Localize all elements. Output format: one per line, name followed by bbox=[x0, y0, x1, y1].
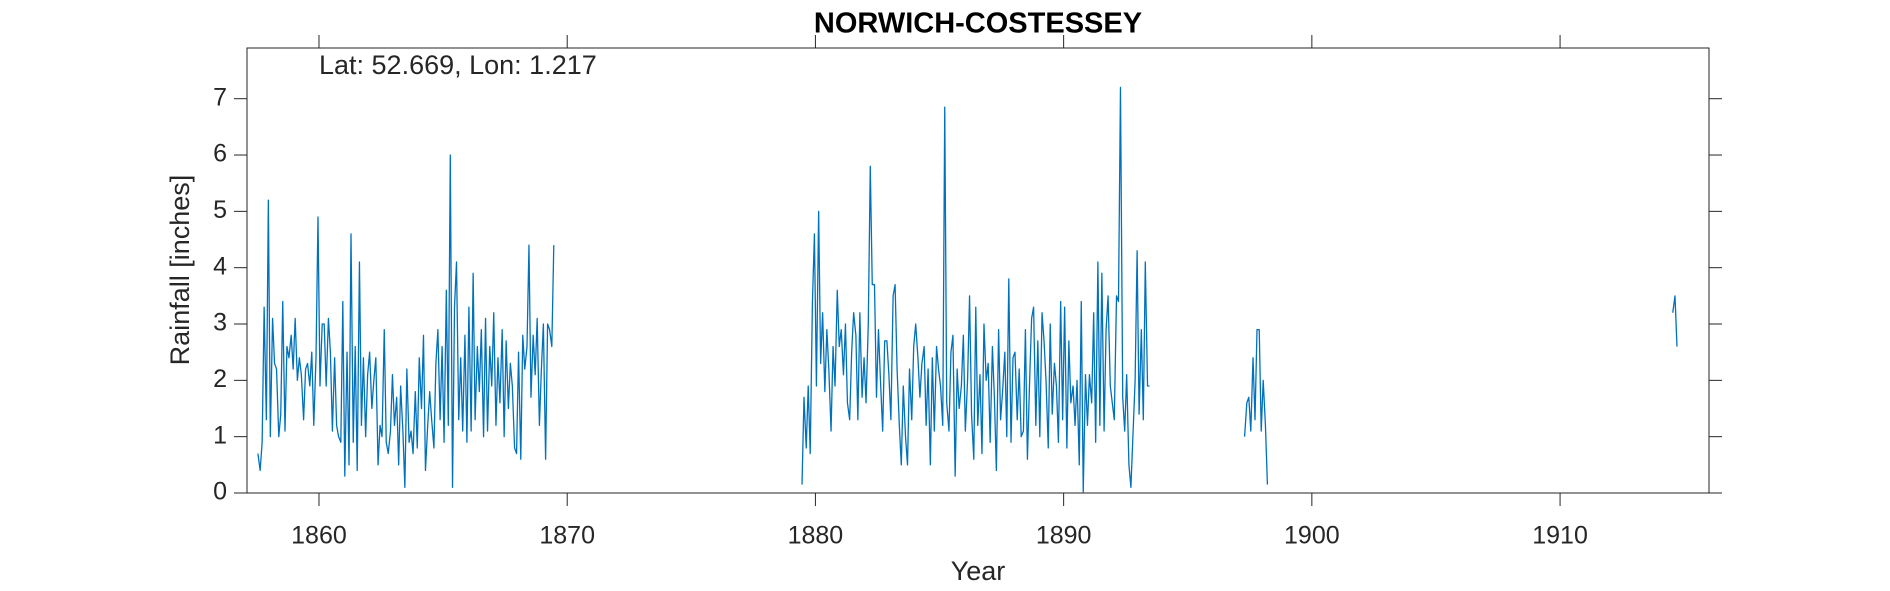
y-tick-label: 2 bbox=[213, 365, 227, 393]
y-tick-label: 7 bbox=[213, 83, 227, 111]
x-tick-label: 1900 bbox=[1284, 522, 1340, 550]
x-axis-label: Year bbox=[951, 556, 1006, 586]
x-tick-label: 1890 bbox=[1036, 522, 1092, 550]
y-axis-label: Rainfall [inches] bbox=[165, 175, 195, 366]
x-tick-label: 1870 bbox=[539, 522, 595, 550]
y-tick-label: 3 bbox=[213, 309, 227, 337]
plot-area bbox=[246, 47, 1710, 494]
y-tick-label: 6 bbox=[213, 140, 227, 168]
chart-title: NORWICH-COSTESSEY bbox=[814, 8, 1142, 40]
y-tick-label: 4 bbox=[213, 252, 227, 280]
y-tick-label: 5 bbox=[213, 196, 227, 224]
y-tick-label: 0 bbox=[213, 478, 227, 506]
rainfall-line bbox=[257, 86, 1678, 493]
x-tick-label: 1880 bbox=[788, 522, 844, 550]
x-tick-label: 1860 bbox=[291, 522, 347, 550]
x-tick-label: 1910 bbox=[1532, 522, 1588, 550]
y-tick-label: 1 bbox=[213, 421, 227, 449]
annotation: Lat: 52.669, Lon: 1.217 bbox=[319, 50, 597, 80]
